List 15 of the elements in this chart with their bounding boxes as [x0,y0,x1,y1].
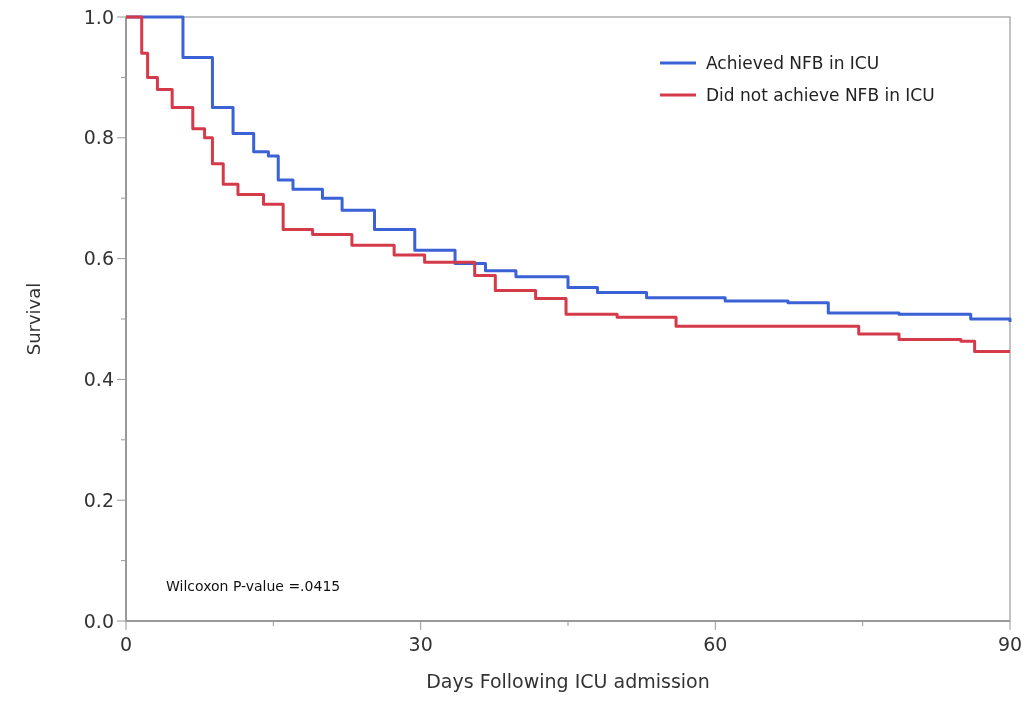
y-tick-label: 0.2 [83,488,114,511]
y-tick-label: 1.0 [83,5,114,28]
legend-label: Did not achieve NFB in ICU [706,84,935,105]
y-axis-title: Survival [23,282,44,356]
x-tick-label: 0 [119,633,133,655]
y-tick-label: 0.8 [83,126,114,149]
x-axis-title: Days Following ICU admission [426,670,710,692]
y-tick-label: 0.4 [83,368,114,391]
x-tick-label: 90 [997,633,1023,655]
y-tick-label: 0.0 [83,609,114,632]
y-tick-label: 0.6 [83,247,114,270]
legend-label: Achieved NFB in ICU [706,52,880,73]
annotation: Wilcoxon P-value =.0415 [166,578,341,594]
x-tick-label: 30 [408,633,433,655]
x-tick-label: 60 [703,633,728,655]
